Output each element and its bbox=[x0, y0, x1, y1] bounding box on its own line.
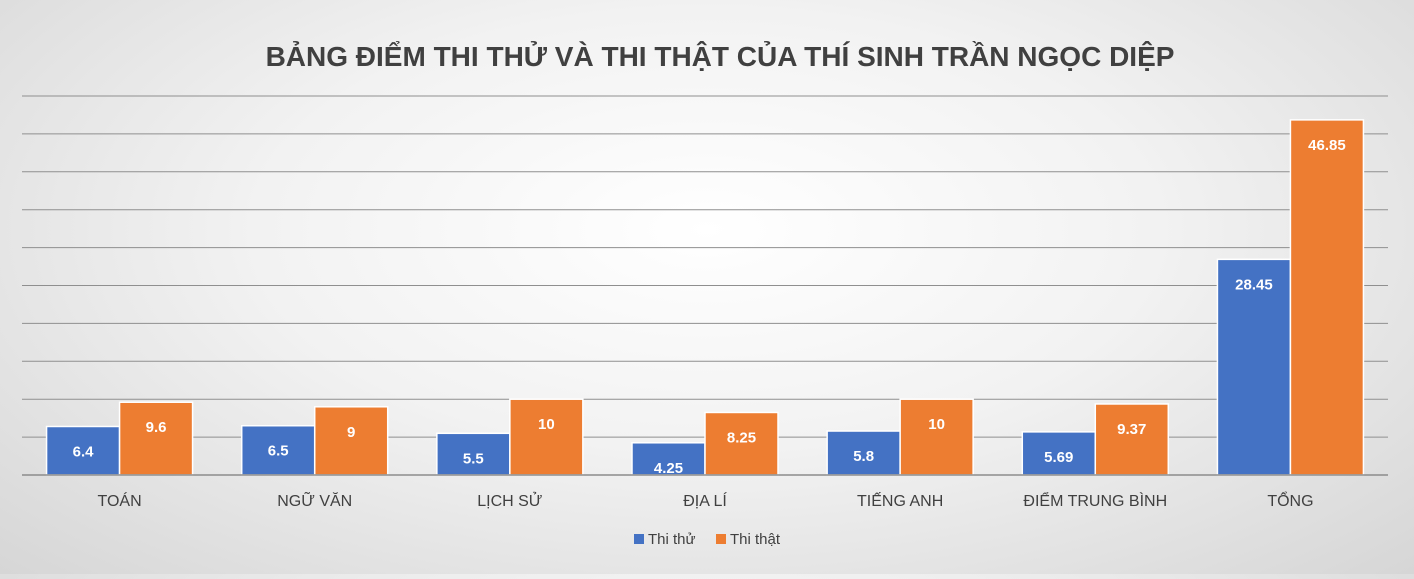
chart-title: BẢNG ĐIỂM THI THỬ VÀ THI THẬT CỦA THÍ SI… bbox=[266, 40, 1175, 72]
data-label: 6.4 bbox=[73, 443, 95, 460]
x-axis-ticks: TOÁN NGỮ VĂN LỊCH SỬ ĐỊA LÍ TIẾNG ANH ĐIỂM TR… bbox=[97, 490, 1313, 510]
data-label: 9.37 bbox=[1117, 421, 1146, 438]
data-label: 5.8 bbox=[853, 448, 874, 465]
bars bbox=[45, 119, 1365, 476]
x-tick-label: ĐỊA LÍ bbox=[683, 491, 727, 510]
bar-thi-that bbox=[1289, 119, 1365, 476]
bar-thi-that bbox=[118, 401, 194, 476]
x-tick-label: TỔNG bbox=[1267, 491, 1313, 510]
gridlines bbox=[22, 95, 1388, 438]
legend-swatch bbox=[716, 534, 726, 544]
data-label: 6.5 bbox=[268, 443, 289, 460]
data-label: 28.45 bbox=[1235, 276, 1273, 293]
bar-thi-that bbox=[313, 406, 389, 476]
bar-thi-thu bbox=[631, 442, 706, 476]
x-tick-label: TOÁN bbox=[97, 491, 141, 510]
data-label: 10 bbox=[928, 416, 945, 433]
x-tick-label: LỊCH SỬ bbox=[477, 491, 542, 510]
data-labels: 6.4 9.6 6.5 9 5.5 10 4.25 8.25 5.8 10 5.69 9.37 28.4… bbox=[73, 137, 1346, 477]
bar-thi-thu bbox=[240, 424, 316, 476]
data-label: 9.6 bbox=[146, 419, 167, 436]
bar-thi-that bbox=[899, 398, 974, 476]
data-label: 4.25 bbox=[654, 460, 683, 477]
data-label: 9 bbox=[347, 424, 355, 441]
bar-thi-thu bbox=[1216, 258, 1292, 476]
bar-thi-that bbox=[509, 398, 584, 476]
legend-label: Thi thật bbox=[730, 531, 781, 548]
bar-thi-that bbox=[704, 411, 779, 476]
x-tick-label: TIẾNG ANH bbox=[857, 491, 943, 510]
data-label: 5.69 bbox=[1044, 449, 1073, 466]
legend-label: Thi thử bbox=[648, 531, 696, 548]
data-label: 46.85 bbox=[1308, 137, 1346, 154]
data-label: 8.25 bbox=[727, 429, 756, 446]
x-tick-label: ĐIỂM TRUNG BÌNH bbox=[1023, 491, 1167, 510]
x-tick-label: NGỮ VĂN bbox=[277, 490, 352, 510]
bar-thi-that bbox=[1094, 403, 1170, 476]
legend-swatch bbox=[634, 534, 644, 544]
bar-thi-thu bbox=[826, 430, 901, 476]
bar-thi-thu bbox=[1021, 431, 1097, 476]
data-label: 5.5 bbox=[463, 450, 484, 467]
legend: Thi thử Thi thật bbox=[634, 531, 781, 548]
data-label: 10 bbox=[538, 416, 555, 433]
